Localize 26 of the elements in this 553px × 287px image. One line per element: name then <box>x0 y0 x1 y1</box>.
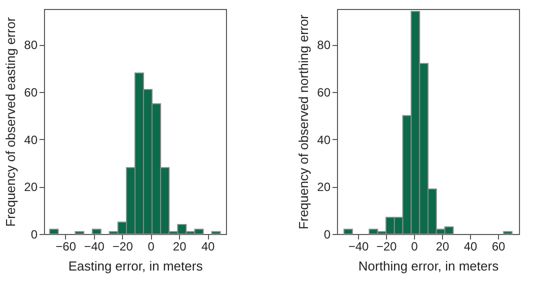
y-tick-label: 40 <box>24 132 38 147</box>
x-tick-label: −20 <box>376 240 397 254</box>
y-tick-label: 20 <box>24 180 38 194</box>
x-tick-label: 0 <box>148 240 155 254</box>
x-axis-title: Easting error, in meters <box>68 258 204 274</box>
x-tick-label: −40 <box>84 240 105 254</box>
y-tick-label: 20 <box>317 180 331 194</box>
x-tick-label: 20 <box>172 240 187 254</box>
y-tick-label: 60 <box>24 85 38 100</box>
x-tick-label: −60 <box>56 240 76 254</box>
y-tick-label: 80 <box>24 38 38 52</box>
y-tick-label: 80 <box>317 38 331 52</box>
x-tick-label: −20 <box>112 240 134 254</box>
y-tick-label: 40 <box>317 132 331 147</box>
y-axis-title: Frequency of observed easting error <box>3 16 18 227</box>
y-tick-label: 60 <box>317 85 331 100</box>
y-tick-label: 0 <box>30 228 38 242</box>
x-tick-label: 0 <box>411 240 418 254</box>
x-tick-label: −40 <box>348 240 369 254</box>
y-tick-label: 0 <box>324 228 331 242</box>
x-tick-label: 40 <box>201 240 216 254</box>
x-tick-label: 40 <box>464 240 478 254</box>
x-tick-label: 20 <box>436 240 450 254</box>
x-axis-title: Northing error, in meters <box>358 258 500 274</box>
y-axis-title: Frequency of observed northing error <box>296 14 312 230</box>
x-tick-label: 60 <box>492 240 506 254</box>
